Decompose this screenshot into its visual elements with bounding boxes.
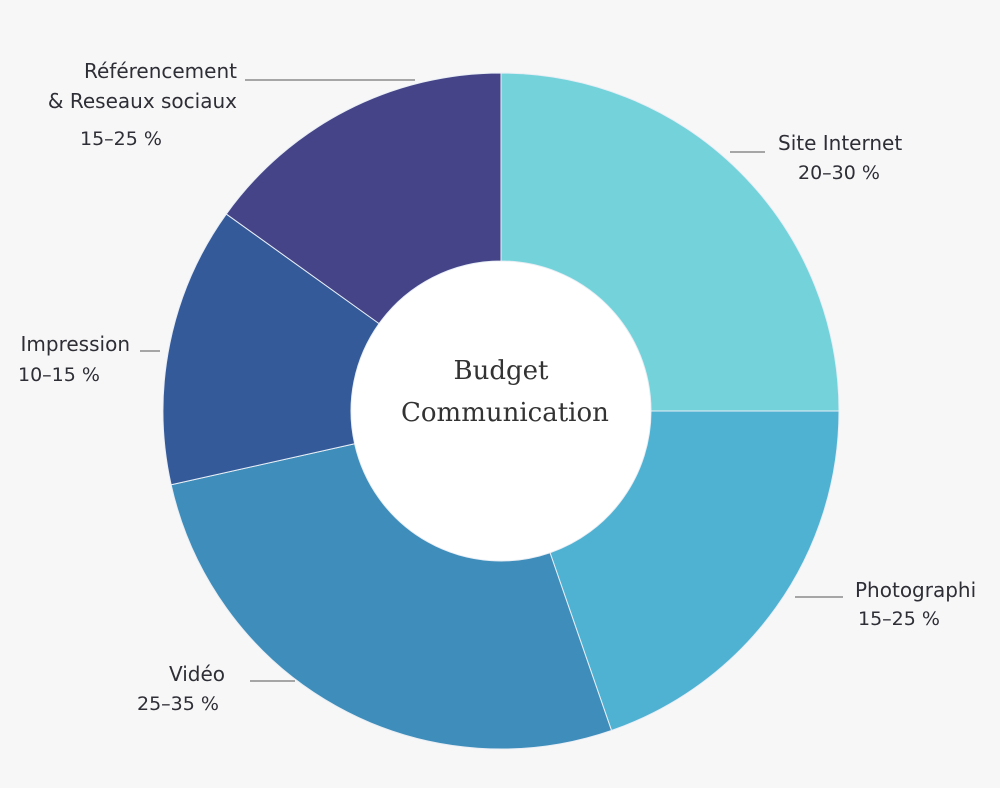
donut-slice xyxy=(170,443,613,750)
slice-label: Site Internet xyxy=(778,131,903,155)
slice-range: 20–30 % xyxy=(798,162,880,184)
donut-slice xyxy=(225,72,502,325)
slice-label: Photographi xyxy=(855,578,977,602)
slice-range: 15–25 % xyxy=(80,128,162,150)
chart-title: Budget Communication xyxy=(401,356,609,428)
donut-hole xyxy=(351,261,651,561)
slice-range: 15–25 % xyxy=(858,608,940,630)
slice-label: Référencement & Reseaux sociaux xyxy=(47,59,237,113)
slice-range: 25–35 % xyxy=(137,693,219,715)
donut-slice xyxy=(162,213,380,486)
slice-label: Vidéo xyxy=(168,662,226,686)
slice-label: Impression xyxy=(20,332,130,356)
donut-slice xyxy=(500,72,840,412)
donut-slice xyxy=(549,410,840,732)
slice-range: 10–15 % xyxy=(18,364,100,386)
